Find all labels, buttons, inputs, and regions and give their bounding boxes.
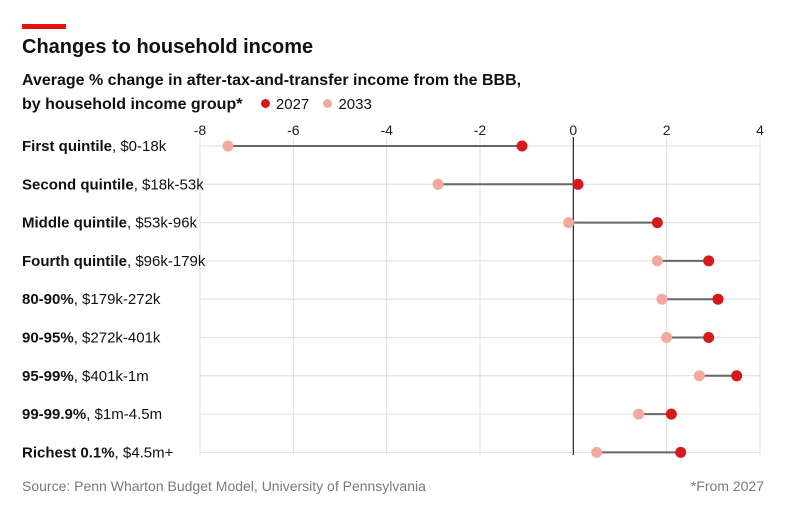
row-label-range: , $401k-1m bbox=[74, 368, 149, 385]
row-label-range: , $4.5m+ bbox=[115, 444, 174, 461]
brand-rule bbox=[22, 24, 66, 29]
row-label-group: 90-95% bbox=[22, 330, 74, 347]
dot-2033 bbox=[633, 408, 645, 420]
dot-2027 bbox=[572, 178, 584, 190]
dot-2027 bbox=[703, 255, 715, 267]
row-label-range: , $1m-4.5m bbox=[86, 406, 162, 423]
dot-2033 bbox=[656, 293, 668, 305]
row-label: 90-95%, $272k-401k bbox=[22, 330, 161, 347]
dot-2027 bbox=[665, 408, 677, 420]
row-label-group: Richest 0.1% bbox=[22, 444, 115, 461]
row-label: Fourth quintile, $96k-179k bbox=[22, 253, 206, 270]
row-label-group: Middle quintile bbox=[22, 215, 127, 232]
legend-item-2033: 2033 bbox=[323, 93, 372, 117]
dot-2027 bbox=[703, 332, 715, 343]
dot-2033 bbox=[591, 446, 603, 458]
legend-label-2027: 2027 bbox=[275, 96, 310, 113]
chart-subtitle: Average % change in after-tax-and-transf… bbox=[22, 69, 521, 117]
row-label: Second quintile, $18k-53k bbox=[22, 176, 204, 193]
dot-2033 bbox=[661, 332, 673, 343]
subtitle-line-1: Average % change in after-tax-and-transf… bbox=[22, 72, 522, 89]
dot-2033 bbox=[432, 178, 444, 190]
dot-2027 bbox=[675, 446, 687, 458]
row-label-range: , $96k-179k bbox=[127, 253, 206, 270]
dot-2033 bbox=[222, 140, 234, 152]
row-label: 99-99.9%, $1m-4.5m bbox=[22, 406, 162, 423]
x-tick-label: 2 bbox=[663, 122, 671, 138]
row-label: First quintile, $0-18k bbox=[22, 138, 167, 155]
chart-title: Changes to household income bbox=[22, 36, 314, 58]
legend-item-2027: 2027 bbox=[260, 93, 310, 117]
subtitle-line-2: by household income group* 2027 2033 bbox=[22, 93, 521, 117]
x-tick-label: -6 bbox=[287, 122, 300, 138]
x-tick-label: -4 bbox=[380, 122, 393, 138]
dot-range-chart: -8 -6 -4 -2 0 2 4 First quintile, $0-18k Second … bbox=[22, 122, 764, 461]
row-label-group: 99-99.9% bbox=[22, 406, 86, 423]
row-label: Richest 0.1%, $4.5m+ bbox=[22, 444, 174, 461]
row-label: 80-90%, $179k-272k bbox=[22, 291, 161, 308]
row-label-range: , $272k-401k bbox=[74, 330, 161, 347]
legend-dot-2033 bbox=[323, 99, 333, 108]
legend-dot-2027 bbox=[260, 99, 270, 108]
dot-2027 bbox=[712, 293, 724, 305]
legend-label-2033: 2033 bbox=[338, 96, 372, 113]
x-tick-label: 4 bbox=[756, 122, 764, 138]
row-label-group: Fourth quintile bbox=[22, 253, 127, 270]
x-tick-label: -2 bbox=[474, 122, 487, 138]
row-label-range: , $53k-96k bbox=[127, 215, 198, 232]
row-label-range: , $0-18k bbox=[112, 138, 167, 155]
row-label-group: Second quintile bbox=[22, 176, 134, 193]
row-label: Middle quintile, $53k-96k bbox=[22, 215, 198, 232]
row-label-range: , $18k-53k bbox=[134, 176, 205, 193]
row-label-group: 95-99% bbox=[22, 368, 74, 385]
dot-2033 bbox=[563, 217, 575, 229]
legend: 2027 2033 bbox=[260, 93, 382, 117]
source-note: Source: Penn Wharton Budget Model, Unive… bbox=[22, 478, 426, 494]
dot-2027 bbox=[651, 217, 663, 229]
x-tick-label: -8 bbox=[194, 122, 207, 138]
subtitle-line-2-text: by household income group* bbox=[22, 96, 243, 113]
footnote: *From 2027 bbox=[690, 478, 764, 494]
row-label: 95-99%, $401k-1m bbox=[22, 368, 149, 385]
row-label-range: , $179k-272k bbox=[74, 291, 161, 308]
row-label-group: First quintile bbox=[22, 138, 112, 155]
dot-2033 bbox=[651, 255, 663, 267]
row-label-group: 80-90% bbox=[22, 291, 74, 308]
dot-2027 bbox=[731, 370, 743, 382]
x-tick-label: 0 bbox=[569, 122, 577, 138]
dot-2033 bbox=[693, 370, 705, 382]
dot-2027 bbox=[516, 140, 528, 152]
